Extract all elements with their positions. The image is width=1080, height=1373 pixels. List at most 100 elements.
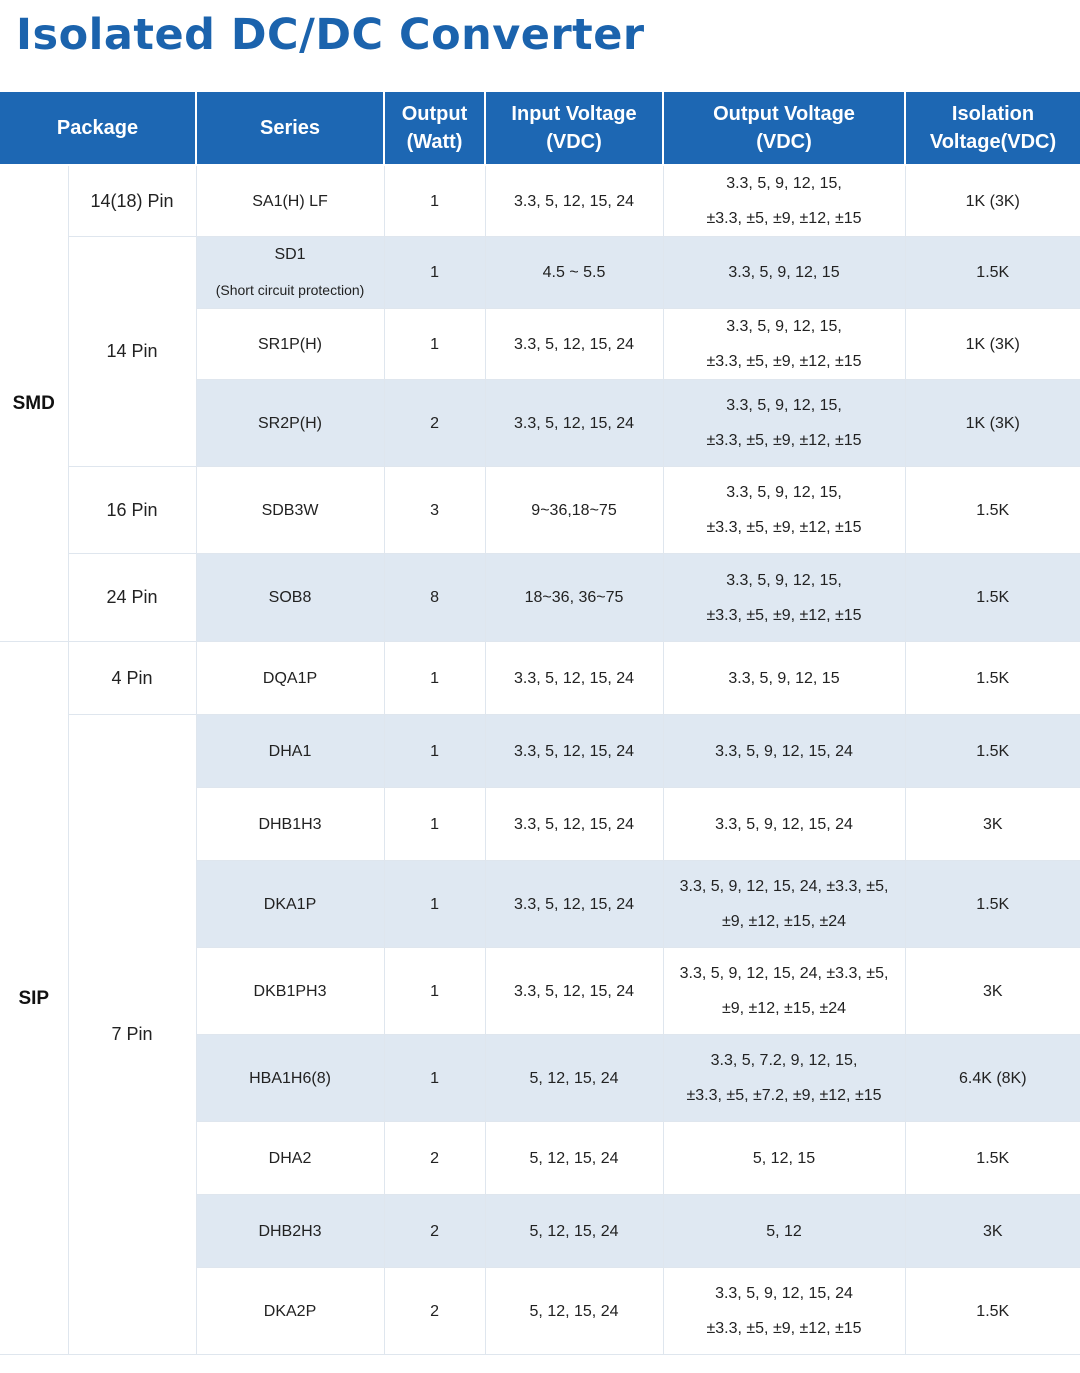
- output-voltage-line2: ±9, ±12, ±15, ±24: [721, 1000, 847, 1017]
- output-watt-cell: 1: [384, 641, 486, 715]
- output-watt-cell: 1: [384, 308, 486, 380]
- header-iso-line1: Isolation: [951, 103, 1035, 125]
- series-cell: DHA1: [196, 714, 385, 788]
- output-voltage-cell: 3.3, 5, 9, 12, 15, ±3.3, ±5, ±9, ±12, ±15: [663, 308, 906, 380]
- pin-cell: 24 Pin: [68, 553, 197, 642]
- input-voltage-cell: 3.3, 5, 12, 15, 24: [485, 947, 664, 1035]
- input-voltage-cell: 4.5 ~ 5.5: [485, 236, 664, 309]
- series-name: SD1: [274, 246, 306, 263]
- output-voltage-line2: ±3.3, ±5, ±9, ±12, ±15: [706, 519, 862, 536]
- output-voltage-line2: ±3.3, ±5, ±9, ±12, ±15: [706, 606, 862, 624]
- series-cell: SDB3W: [196, 466, 385, 554]
- output-watt-cell: 2: [384, 1121, 486, 1195]
- page-title: Isolated DC/DC Converter: [16, 10, 645, 60]
- output-watt-cell: 1: [384, 714, 486, 788]
- pin-cell: 7 Pin: [68, 714, 197, 1355]
- series-cell: DHA2: [196, 1121, 385, 1195]
- series-cell: DHB2H3: [196, 1194, 385, 1268]
- header-output-line1: Output: [401, 103, 468, 125]
- output-voltage-line1: 3.3, 5, 9, 12, 15, 24, ±3.3, ±5,: [679, 965, 889, 982]
- output-voltage-cell: 3.3, 5, 9, 12, 15, 24: [663, 714, 906, 788]
- output-voltage-cell: 3.3, 5, 9, 12, 15: [663, 641, 906, 715]
- isolation-cell: 3K: [905, 787, 1080, 861]
- input-voltage-cell: 18~36, 36~75: [485, 553, 664, 642]
- input-voltage-cell: 5, 12, 15, 24: [485, 1267, 664, 1355]
- input-voltage-cell: 3.3, 5, 12, 15, 24: [485, 860, 664, 948]
- table-row: 16 Pin SDB3W 3 9~36,18~75 3.3, 5, 9, 12,…: [0, 466, 1080, 554]
- isolation-cell: 1.5K: [905, 860, 1080, 948]
- table-body: SMD 14(18) Pin SA1(H) LF 1 3.3, 5, 12, 1…: [0, 165, 1080, 1355]
- isolation-cell: 1K (3K): [905, 379, 1080, 467]
- output-watt-cell: 1: [384, 236, 486, 309]
- isolation-cell: 1.5K: [905, 466, 1080, 554]
- table-row: 14 Pin SD1 (Short circuit protection) 1 4…: [0, 236, 1080, 467]
- series-cell: SD1 (Short circuit protection): [196, 236, 385, 309]
- table-row: DKA2P 2 5, 12, 15, 24 3.3, 5, 9, 12, 15,…: [0, 1267, 1080, 1355]
- series-cell: HBA1H6(8): [196, 1034, 385, 1122]
- output-voltage-cell: 3.3, 5, 9, 12, 15, 24, ±3.3, ±5, ±9, ±12,…: [663, 860, 906, 948]
- series-note: (Short circuit protection): [215, 282, 365, 298]
- header-input-voltage: Input Voltage (VDC): [485, 92, 665, 166]
- output-voltage-line2: ±3.3, ±5, ±9, ±12, ±15: [706, 210, 862, 227]
- input-voltage-cell: 3.3, 5, 12, 15, 24: [485, 714, 664, 788]
- series-cell: DKA1P: [196, 860, 385, 948]
- input-voltage-cell: 5, 12, 15, 24: [485, 1034, 664, 1122]
- series-cell: DHB1H3: [196, 787, 385, 861]
- table-row: 24 Pin SOB8 8 18~36, 36~75 3.3, 5, 9, 12…: [0, 553, 1080, 642]
- series-cell: DKA2P: [196, 1267, 385, 1355]
- output-voltage-line1: 3.3, 5, 9, 12, 15,: [726, 318, 842, 335]
- header-package: Package: [0, 92, 198, 166]
- isolation-cell: 1K (3K): [905, 165, 1080, 237]
- input-voltage-cell: 3.3, 5, 12, 15, 24: [485, 787, 664, 861]
- output-voltage-cell: 3.3, 5, 9, 12, 15, ±3.3, ±5, ±9, ±12, ±15: [663, 466, 906, 554]
- table-header: Package Series Output (Watt) Input Voltag…: [0, 92, 1080, 166]
- input-voltage-cell: 3.3, 5, 12, 15, 24: [485, 379, 664, 467]
- output-voltage-line1: 3.3, 5, 9, 12, 15, 24, ±3.3, ±5,: [679, 878, 889, 895]
- pin-cell: 14(18) Pin: [68, 165, 197, 237]
- output-voltage-line2: ±3.3, ±5, ±9, ±12, ±15: [706, 432, 862, 449]
- pin-cell: 16 Pin: [68, 466, 197, 554]
- output-voltage-cell: 5, 12, 15: [663, 1121, 906, 1195]
- output-voltage-line2: ±3.3, ±5, ±7.2, ±9, ±12, ±15: [686, 1087, 882, 1104]
- output-watt-cell: 2: [384, 1194, 486, 1268]
- output-voltage-cell: 3.3, 5, 9, 12, 15: [663, 236, 906, 309]
- package-group-sip: SIP: [0, 641, 69, 1355]
- output-voltage-line2: ±9, ±12, ±15, ±24: [721, 913, 847, 930]
- output-voltage-line1: 3.3, 5, 9, 12, 15,: [726, 571, 842, 589]
- table-row: SIP 4 Pin DQA1P 1 3.3, 5, 12, 15, 24 3.3…: [0, 641, 1080, 1355]
- isolation-cell: 1.5K: [905, 553, 1080, 642]
- input-voltage-cell: 5, 12, 15, 24: [485, 1194, 664, 1268]
- output-watt-cell: 1: [384, 860, 486, 948]
- input-voltage-cell: 3.3, 5, 12, 15, 24: [485, 641, 664, 715]
- table-row: HBA1H6(8) 1 5, 12, 15, 24 3.3, 5, 7.2, 9…: [0, 1034, 1080, 1122]
- output-voltage-line1: 3.3, 5, 7.2, 9, 12, 15,: [710, 1052, 858, 1069]
- table-row: DHA2 2 5, 12, 15, 24 5, 12, 15 1.5K: [0, 1121, 1080, 1195]
- input-voltage-cell: 3.3, 5, 12, 15, 24: [485, 308, 664, 380]
- output-voltage-line1: 3.3, 5, 9, 12, 15, 24: [715, 1285, 853, 1302]
- table-row: DKA1P 1 3.3, 5, 12, 15, 24 3.3, 5, 9, 12…: [0, 860, 1080, 948]
- series-cell: SR1P(H): [196, 308, 385, 380]
- output-voltage-cell: 3.3, 5, 7.2, 9, 12, 15, ±3.3, ±5, ±7.2, ±…: [663, 1034, 906, 1122]
- header-input-line1: Input Voltage: [511, 103, 637, 125]
- output-watt-cell: 3: [384, 466, 486, 554]
- isolation-cell: 1.5K: [905, 714, 1080, 788]
- package-group-smd: SMD: [0, 165, 69, 642]
- table-row: DHB2H3 2 5, 12, 15, 24 5, 12 3K: [0, 1194, 1080, 1268]
- output-watt-cell: 1: [384, 947, 486, 1035]
- output-voltage-cell: 3.3, 5, 9, 12, 15, 24 ±3.3, ±5, ±9, ±12, …: [663, 1267, 906, 1355]
- table-row: SMD 14(18) Pin SA1(H) LF 1 3.3, 5, 12, 1…: [0, 165, 1080, 642]
- output-watt-cell: 2: [384, 1267, 486, 1355]
- pin-cell: 4 Pin: [68, 641, 197, 715]
- pin-cell: 14 Pin: [68, 236, 197, 467]
- header-outv-line2: (VDC): [756, 131, 812, 153]
- header-output-watt: Output (Watt): [384, 92, 487, 166]
- header-series: Series: [196, 92, 386, 166]
- table-row: 7 Pin DHA1 1 3.3, 5, 12, 15, 24 3.3, 5, …: [0, 714, 1080, 1355]
- input-voltage-cell: 3.3, 5, 12, 15, 24: [485, 165, 664, 237]
- header-iso-line2: Voltage(VDC): [929, 131, 1057, 153]
- isolation-cell: 1.5K: [905, 641, 1080, 715]
- output-watt-cell: 1: [384, 165, 486, 237]
- output-voltage-cell: 3.3, 5, 9, 12, 15, 24: [663, 787, 906, 861]
- isolation-cell: 1K (3K): [905, 308, 1080, 380]
- output-watt-cell: 1: [384, 1034, 486, 1122]
